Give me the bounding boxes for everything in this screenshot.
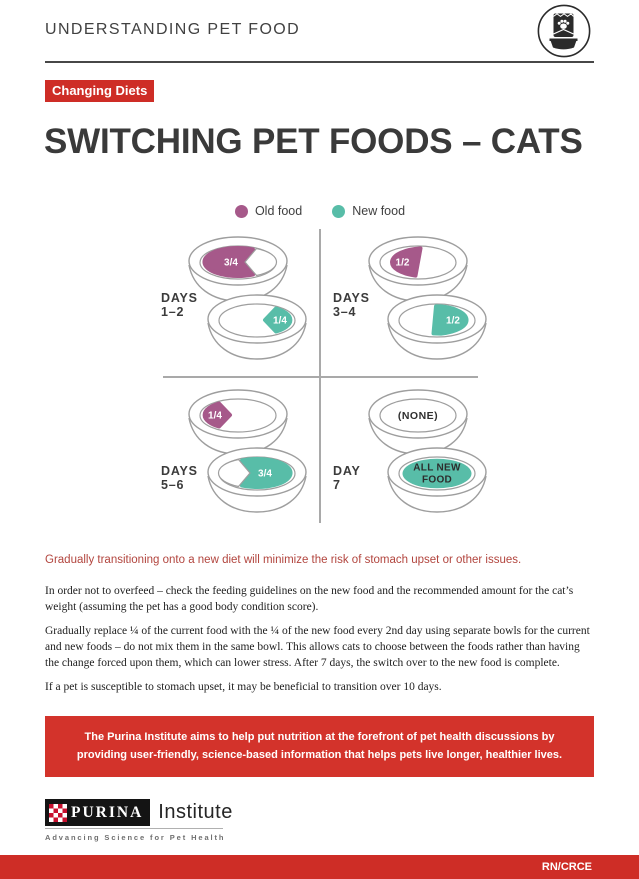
institute-wordmark: Institute — [158, 801, 233, 823]
page-header-title: UNDERSTANDING PET FOOD — [45, 21, 301, 38]
svg-text:(NONE): (NONE) — [398, 410, 438, 422]
bowl-old: 3/4 — [188, 236, 288, 302]
bowl-old: 1/2 — [368, 236, 468, 302]
logo-hairline — [45, 828, 223, 829]
day-label-days-1-2: DAYS 1–2 — [161, 291, 198, 320]
paw-print-icon — [557, 19, 570, 29]
svg-text:3/4: 3/4 — [224, 258, 238, 269]
body-paragraph: Gradually replace ¼ of the current food … — [45, 624, 590, 669]
svg-text:1/2: 1/2 — [396, 258, 410, 269]
new-food-dot-icon — [332, 204, 346, 218]
bowls-days-5-6: 1/4 3/4 — [188, 389, 307, 513]
quadrant-days-5-6: 1/4 3/4 DAYS 5–6 — [140, 380, 320, 536]
page-title: SWITCHING PET FOODS – CATS — [44, 122, 583, 161]
svg-text:3/4: 3/4 — [258, 469, 272, 480]
transition-diagram: 3/4 1/4 DAYS 1–2 1/2 1/2 DAYS 3–4 1/4 3/4 DAYS 5–6 (… — [140, 227, 500, 539]
purina-institute-logo: PURINA Institute Advancing Science for P… — [45, 799, 233, 842]
pet-food-bag-bowl-icon — [536, 3, 592, 59]
body-paragraph: In order not to overfeed – check the fee… — [45, 584, 574, 613]
section-badge: Changing Diets — [45, 80, 155, 102]
purina-institute-callout: The Purina Institute aims to help put nu… — [45, 716, 594, 778]
svg-text:1/2: 1/2 — [446, 316, 460, 327]
bowl-new: 1/4 — [207, 294, 307, 360]
quadrant-day-7: (NONE) ALL NEW FOOD DAY 7 — [320, 380, 500, 536]
bowl-new: 1/2 — [387, 294, 487, 360]
svg-text:FOOD: FOOD — [422, 475, 452, 486]
day-label-days-5-6: DAYS 5–6 — [161, 464, 198, 493]
svg-text:1/4: 1/4 — [273, 316, 287, 327]
day-label-day-7: DAY 7 — [333, 464, 361, 493]
legend-item-new-food: New food — [332, 204, 405, 218]
footer-code: RN/CRCE — [541, 861, 592, 873]
purina-checkerboard-icon — [49, 803, 67, 822]
purina-logo-box: PURINA — [45, 799, 151, 826]
legend: Old food New food — [140, 204, 500, 218]
day-label-days-3-4: DAYS 3–4 — [333, 291, 370, 320]
svg-text:1/4: 1/4 — [208, 411, 222, 422]
bowls-days-1-2: 3/4 1/4 — [188, 236, 307, 360]
quadrant-days-1-2: 3/4 1/4 DAYS 1–2 — [140, 227, 320, 383]
bowl-empty: (NONE) — [368, 389, 468, 455]
legend-item-old-food: Old food — [234, 204, 303, 218]
highlight-sentence: Gradually transitioning onto a new diet … — [45, 554, 522, 566]
bowl-new: 3/4 — [207, 447, 307, 513]
legend-label: New food — [352, 204, 406, 218]
quadrant-days-3-4: 1/2 1/2 DAYS 3–4 — [320, 227, 500, 383]
diagram-horizontal-divider — [163, 376, 478, 378]
legend-label: Old food — [254, 204, 303, 218]
logo-tagline: Advancing Science for Pet Health — [45, 833, 226, 842]
header-divider — [45, 61, 594, 63]
body-paragraph: If a pet is susceptible to stomach upset… — [45, 680, 442, 693]
svg-text:ALL NEW: ALL NEW — [413, 463, 461, 474]
footer-bar: RN/CRCE — [0, 855, 639, 879]
bowls-days-3-4: 1/2 1/2 — [368, 236, 487, 360]
bowl-old: 1/4 — [188, 389, 288, 455]
purina-wordmark: PURINA — [71, 803, 144, 821]
old-food-dot-icon — [234, 204, 248, 218]
body-text: Gradually transitioning onto a new diet … — [45, 553, 594, 703]
